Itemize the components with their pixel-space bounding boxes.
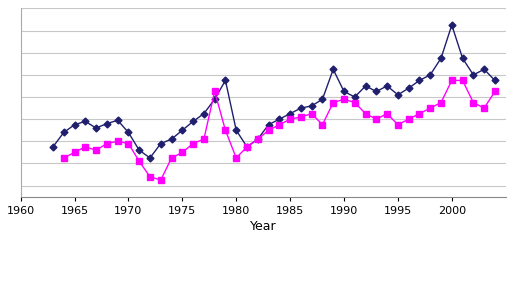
- Glasgow: [255, 137, 261, 141]
- Glasgow: [298, 115, 304, 119]
- Glasgow: [470, 101, 476, 104]
- Edinburgh: [395, 93, 401, 96]
- Edinburgh: [373, 90, 379, 93]
- Edinburgh: [384, 84, 390, 88]
- Edinburgh: [406, 87, 412, 90]
- Edinburgh: [147, 156, 153, 160]
- Glasgow: [168, 156, 174, 160]
- Glasgow: [115, 140, 121, 143]
- Edinburgh: [125, 131, 132, 134]
- Glasgow: [492, 90, 498, 93]
- Glasgow: [459, 79, 465, 82]
- Edinburgh: [470, 73, 476, 76]
- Glasgow: [244, 145, 250, 149]
- Edinburgh: [459, 56, 465, 60]
- Edinburgh: [416, 79, 423, 82]
- Glasgow: [222, 129, 229, 132]
- Edinburgh: [115, 119, 121, 122]
- Edinburgh: [481, 68, 487, 71]
- Glasgow: [233, 156, 239, 160]
- Glasgow: [125, 142, 132, 145]
- Glasgow: [330, 101, 336, 104]
- Edinburgh: [50, 145, 56, 149]
- Edinburgh: [341, 90, 347, 93]
- Edinburgh: [309, 104, 315, 108]
- Edinburgh: [276, 117, 282, 121]
- Glasgow: [384, 112, 390, 115]
- Edinburgh: [93, 126, 99, 130]
- Edinburgh: [179, 129, 185, 132]
- Glasgow: [104, 142, 110, 145]
- Glasgow: [373, 117, 379, 121]
- Edinburgh: [212, 98, 218, 101]
- Glasgow: [362, 112, 368, 115]
- Glasgow: [158, 178, 164, 182]
- Glasgow: [82, 145, 88, 149]
- Glasgow: [71, 151, 77, 154]
- Glasgow: [341, 98, 347, 101]
- Glasgow: [179, 151, 185, 154]
- Edinburgh: [255, 137, 261, 141]
- Glasgow: [395, 123, 401, 126]
- Edinburgh: [201, 112, 207, 115]
- Edinburgh: [61, 131, 67, 134]
- Glasgow: [93, 148, 99, 152]
- Edinburgh: [71, 123, 77, 126]
- Edinburgh: [298, 106, 304, 110]
- Edinburgh: [449, 23, 455, 27]
- Edinburgh: [168, 137, 174, 141]
- Edinburgh: [427, 73, 433, 76]
- Edinburgh: [136, 148, 142, 152]
- Edinburgh: [190, 120, 196, 123]
- Edinburgh: [82, 120, 88, 123]
- Glasgow: [416, 112, 423, 115]
- Glasgow: [61, 156, 67, 160]
- Edinburgh: [222, 79, 229, 82]
- Glasgow: [276, 123, 282, 126]
- Edinburgh: [492, 79, 498, 82]
- Edinburgh: [244, 145, 250, 149]
- Glasgow: [136, 160, 142, 163]
- Glasgow: [309, 112, 315, 115]
- Edinburgh: [438, 56, 444, 60]
- Edinburgh: [158, 142, 164, 145]
- X-axis label: Year: Year: [250, 220, 277, 233]
- Edinburgh: [330, 68, 336, 71]
- Glasgow: [438, 101, 444, 104]
- Glasgow: [427, 106, 433, 110]
- Edinburgh: [352, 95, 358, 99]
- Edinburgh: [265, 123, 271, 126]
- Line: Edinburgh: Edinburgh: [51, 22, 497, 160]
- Edinburgh: [287, 112, 293, 115]
- Glasgow: [201, 137, 207, 141]
- Glasgow: [406, 117, 412, 121]
- Glasgow: [147, 175, 153, 178]
- Glasgow: [287, 117, 293, 121]
- Glasgow: [190, 142, 196, 145]
- Glasgow: [265, 129, 271, 132]
- Edinburgh: [233, 129, 239, 132]
- Glasgow: [449, 79, 455, 82]
- Edinburgh: [362, 84, 368, 88]
- Line: Glasgow: Glasgow: [61, 78, 497, 183]
- Glasgow: [352, 101, 358, 104]
- Edinburgh: [319, 98, 326, 101]
- Glasgow: [212, 90, 218, 93]
- Edinburgh: [104, 122, 110, 125]
- Glasgow: [319, 123, 326, 126]
- Glasgow: [481, 106, 487, 110]
